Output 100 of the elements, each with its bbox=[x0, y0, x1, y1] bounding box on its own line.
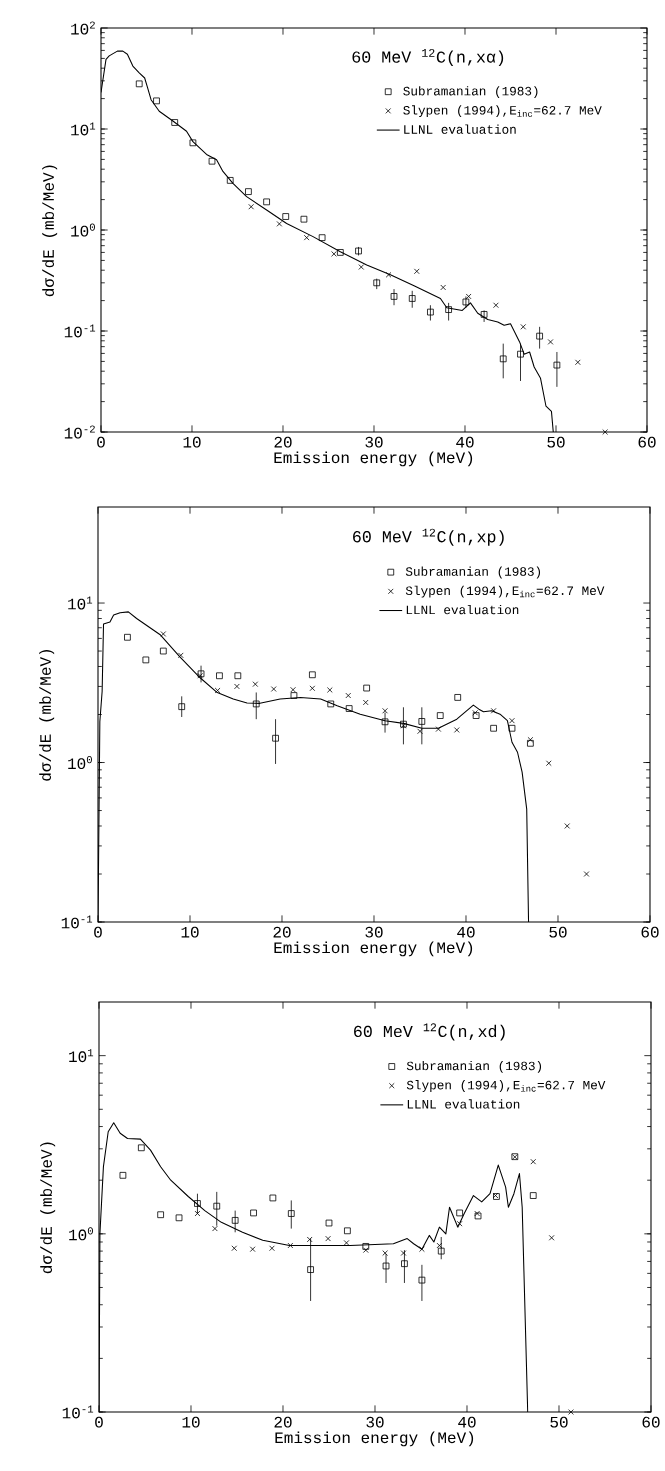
point bbox=[345, 692, 352, 699]
point bbox=[231, 1217, 239, 1224]
x-tick-label: 10 bbox=[181, 926, 199, 938]
x-tick-label: 40 bbox=[457, 926, 475, 938]
point bbox=[344, 1227, 351, 1235]
point bbox=[214, 687, 221, 694]
point bbox=[474, 1212, 482, 1220]
point bbox=[474, 1210, 480, 1217]
text: 60 MeV $^{12}$C(n,xp) bbox=[353, 528, 504, 546]
x-tick-label: 20 bbox=[273, 926, 291, 938]
point bbox=[418, 1276, 426, 1284]
point bbox=[417, 728, 423, 735]
legend-label: LLNL evaluation bbox=[406, 604, 519, 615]
x-tick-label: 50 bbox=[549, 926, 567, 938]
point bbox=[309, 671, 316, 679]
point bbox=[472, 709, 479, 716]
point bbox=[436, 1242, 443, 1249]
point bbox=[362, 1247, 369, 1253]
point bbox=[362, 699, 369, 706]
legend-label: LLNL evaluation bbox=[404, 124, 516, 134]
x-tick-label: 10 bbox=[182, 1416, 200, 1428]
x-tick-label: 60 bbox=[642, 1416, 660, 1428]
point bbox=[137, 1144, 145, 1152]
point bbox=[234, 683, 240, 690]
point bbox=[436, 712, 444, 719]
legend-label: Slypen (1994),E$_{inc}$=62.7 MeV bbox=[406, 1080, 606, 1092]
point bbox=[249, 1246, 256, 1253]
point bbox=[456, 1220, 463, 1227]
y-tick-label: 10$^{2}$ bbox=[71, 21, 95, 35]
point bbox=[269, 1245, 275, 1252]
point bbox=[529, 1192, 537, 1199]
point bbox=[548, 1234, 555, 1241]
point bbox=[327, 700, 335, 708]
point bbox=[213, 1202, 221, 1210]
x-tick-label: 40 bbox=[456, 436, 474, 448]
point bbox=[583, 871, 590, 877]
x-tick-label: 40 bbox=[458, 1416, 476, 1428]
point bbox=[545, 760, 552, 767]
y-tick-label: 10$^{-1}$ bbox=[64, 324, 96, 338]
point bbox=[159, 647, 167, 655]
point bbox=[456, 1209, 463, 1217]
point bbox=[509, 717, 515, 724]
point bbox=[252, 700, 260, 708]
point bbox=[269, 1194, 277, 1202]
y-tick-label: 10$^{1}$ bbox=[71, 122, 96, 136]
point bbox=[530, 1158, 537, 1165]
point bbox=[194, 1210, 201, 1217]
point bbox=[490, 707, 497, 714]
x-tick-label: 50 bbox=[547, 436, 565, 448]
x-tick-label: 60 bbox=[638, 436, 656, 448]
y-tick-label: 10$^{0}$ bbox=[71, 223, 95, 237]
legend-label: Subramanian (1983) bbox=[405, 566, 541, 579]
x-tick-label: 30 bbox=[365, 436, 383, 448]
point bbox=[343, 1240, 350, 1246]
point bbox=[250, 1209, 257, 1217]
point bbox=[382, 1262, 390, 1270]
point bbox=[527, 739, 534, 747]
point bbox=[345, 705, 353, 712]
point bbox=[272, 734, 279, 742]
point bbox=[419, 1246, 425, 1253]
point bbox=[142, 656, 150, 664]
y-tick-label: 10$^{1}$ bbox=[68, 596, 93, 610]
x-axis-title: Emission energy (MeV) bbox=[274, 941, 473, 957]
x-tick-label: 0 bbox=[94, 926, 102, 938]
y-tick-label: 10$^{1}$ bbox=[69, 1049, 94, 1063]
point bbox=[212, 1225, 218, 1232]
x-tick-label: 20 bbox=[274, 436, 292, 448]
point bbox=[287, 1210, 295, 1217]
point bbox=[307, 1266, 314, 1273]
point bbox=[216, 672, 223, 680]
point bbox=[401, 1260, 408, 1268]
point bbox=[381, 718, 389, 726]
point bbox=[290, 692, 298, 699]
x-tick-label: 0 bbox=[97, 436, 105, 448]
y-tick-label: 10$^{-1}$ bbox=[61, 915, 93, 929]
point bbox=[508, 724, 516, 732]
point bbox=[194, 1200, 201, 1207]
point bbox=[177, 652, 184, 659]
point bbox=[178, 703, 186, 710]
point bbox=[175, 1214, 183, 1222]
point bbox=[325, 1219, 333, 1227]
point bbox=[437, 1247, 445, 1255]
x-axis-title: Emission energy (MeV) bbox=[275, 1431, 474, 1447]
x-tick-label: 20 bbox=[274, 1416, 292, 1428]
point bbox=[400, 1250, 407, 1256]
legend-label: Slypen (1994),E$_{inc}$=62.7 MeV bbox=[405, 585, 605, 598]
x-tick-label: 30 bbox=[366, 1416, 384, 1428]
point bbox=[326, 687, 333, 693]
x-tick-label: 10 bbox=[183, 436, 201, 448]
point bbox=[270, 686, 277, 692]
point bbox=[252, 681, 259, 688]
point bbox=[325, 1235, 331, 1242]
y-tick-label: 10$^{0}$ bbox=[68, 755, 92, 770]
point bbox=[453, 727, 460, 733]
point bbox=[527, 736, 534, 743]
point bbox=[157, 1211, 164, 1219]
point bbox=[160, 631, 167, 637]
point bbox=[454, 694, 462, 701]
legend-label: Slypen (1994),E$_{inc}$=62.7 MeV bbox=[403, 105, 602, 118]
y-axis-title: dσ/dE (mb/MeV) bbox=[40, 1142, 56, 1274]
